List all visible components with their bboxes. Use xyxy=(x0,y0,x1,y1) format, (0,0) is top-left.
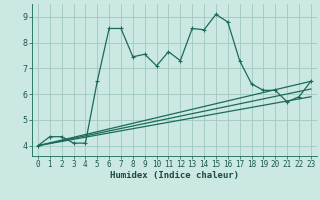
X-axis label: Humidex (Indice chaleur): Humidex (Indice chaleur) xyxy=(110,171,239,180)
